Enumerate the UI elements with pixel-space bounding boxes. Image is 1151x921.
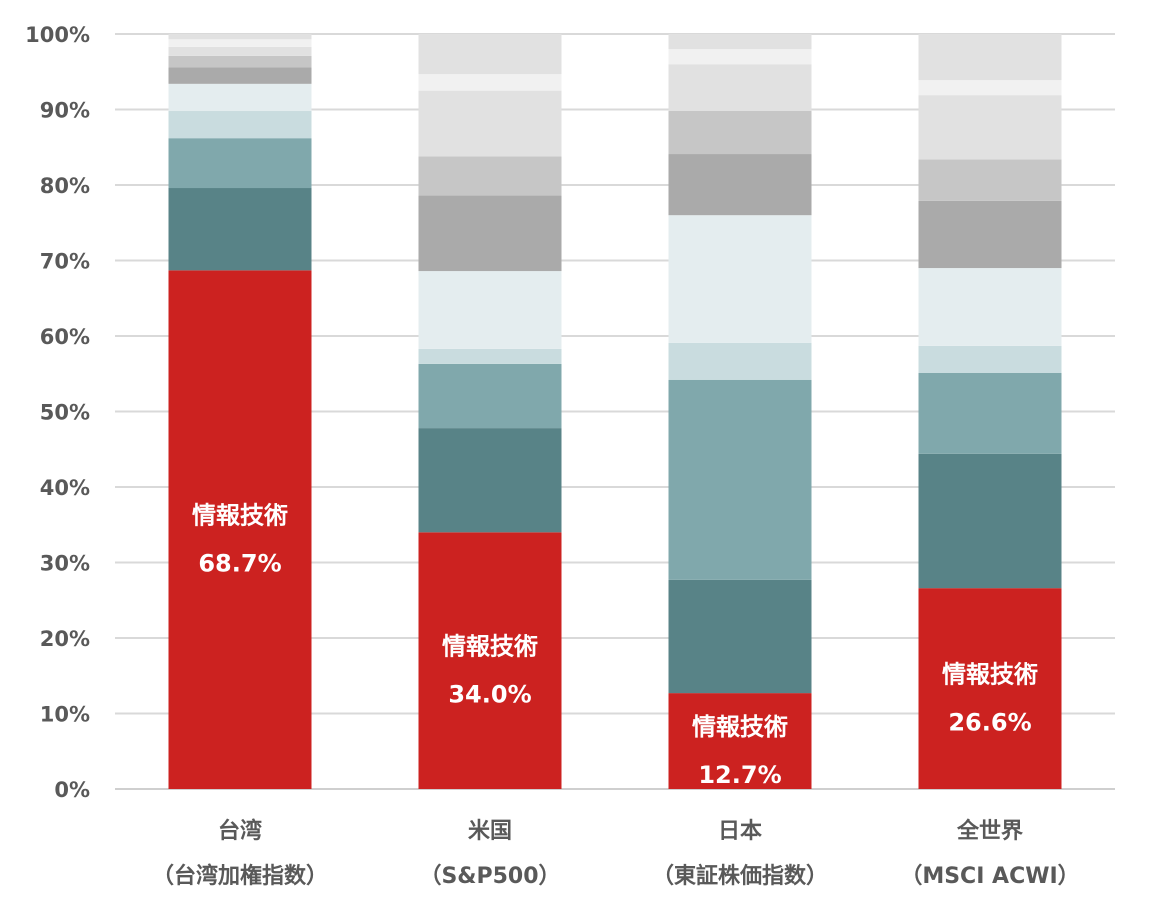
- x-category-sublabel: （S&P500）: [419, 864, 560, 889]
- x-axis: 台湾 （台湾加権指数） 米国 （S&P500） 日本 （東証株価指数） 全世界 （MSCI A…: [152, 818, 1080, 889]
- bar-segment: [918, 453, 1062, 589]
- bar-segment: [418, 34, 562, 75]
- bar-segment: [418, 195, 562, 272]
- bar-segment: [668, 64, 812, 112]
- bar-segment: [918, 200, 1062, 269]
- x-category-label: 台湾: [218, 818, 262, 844]
- bar-segment: [168, 46, 312, 56]
- x-category-label: 米国: [468, 819, 512, 844]
- bar-segment: [668, 342, 812, 380]
- y-tick-label: 40%: [40, 476, 90, 500]
- bar-segment: [668, 111, 812, 155]
- data-label-sector: 情報技術: [942, 661, 1038, 689]
- bar-segment: [418, 532, 562, 789]
- bar-segment: [168, 34, 312, 40]
- data-label-value: 26.6%: [948, 709, 1031, 737]
- x-category-sublabel: （MSCI ACWI）: [900, 864, 1079, 889]
- data-label-sector: 情報技術: [692, 713, 788, 741]
- x-category-label: 日本: [718, 819, 762, 844]
- bar-segment: [168, 138, 312, 189]
- bar-segment: [918, 80, 1062, 96]
- bar-segment: [918, 588, 1062, 789]
- bar-segment: [668, 49, 812, 65]
- bar-segment: [668, 379, 812, 580]
- y-tick-label: 70%: [40, 250, 90, 274]
- bar-segment: [668, 154, 812, 216]
- y-tick-label: 80%: [40, 174, 90, 198]
- bar-segment: [668, 579, 812, 694]
- y-tick-label: 10%: [40, 703, 90, 727]
- bar-segment: [918, 95, 1062, 160]
- y-axis: 0% 10% 20% 30% 40% 50% 60% 70% 80% 90% 100%: [25, 23, 90, 802]
- bar-segment: [918, 159, 1062, 201]
- bar-segment: [418, 74, 562, 91]
- bar-segment: [918, 34, 1062, 81]
- bar-segment: [418, 156, 562, 196]
- bar-segment: [168, 111, 312, 139]
- bar-segment: [418, 90, 562, 157]
- bar-segment: [918, 372, 1062, 454]
- bar-segment: [668, 215, 812, 343]
- x-category-label: 全世界: [956, 818, 1023, 844]
- y-tick-label: 30%: [40, 552, 90, 576]
- data-label-sector: 情報技術: [442, 633, 538, 661]
- bar-segment: [918, 268, 1062, 346]
- y-tick-label: 50%: [40, 401, 90, 425]
- bar-segment: [918, 345, 1062, 373]
- bar-segment: [418, 348, 562, 364]
- data-label-sector: 情報技術: [192, 502, 288, 530]
- bar-segment: [668, 693, 812, 789]
- bar-segment: [418, 363, 562, 429]
- bar-segment: [168, 55, 312, 68]
- bar-segment: [418, 428, 562, 533]
- y-tick-label: 20%: [40, 627, 90, 651]
- y-tick-label: 60%: [40, 325, 90, 349]
- bar-segment: [168, 83, 312, 112]
- bar-segment: [168, 270, 312, 789]
- data-label-value: 68.7%: [198, 550, 281, 578]
- y-tick-label: 90%: [40, 99, 90, 123]
- data-label-value: 34.0%: [448, 681, 531, 709]
- bar-segment: [168, 39, 312, 47]
- x-category-sublabel: （台湾加権指数）: [152, 863, 328, 889]
- y-tick-label: 100%: [25, 23, 90, 47]
- y-tick-label: 0%: [54, 778, 90, 802]
- data-label-value: 12.7%: [698, 761, 781, 789]
- bars: [168, 34, 1062, 789]
- bar-segment: [168, 188, 312, 271]
- bar-segment: [168, 67, 312, 84]
- bar-segment: [668, 34, 812, 50]
- data-labels: 情報技術 68.7% 情報技術 34.0% 情報技術 12.7% 情報技術 26.6%: [192, 502, 1038, 789]
- x-category-sublabel: （東証株価指数）: [652, 863, 828, 889]
- bar-segment: [418, 271, 562, 349]
